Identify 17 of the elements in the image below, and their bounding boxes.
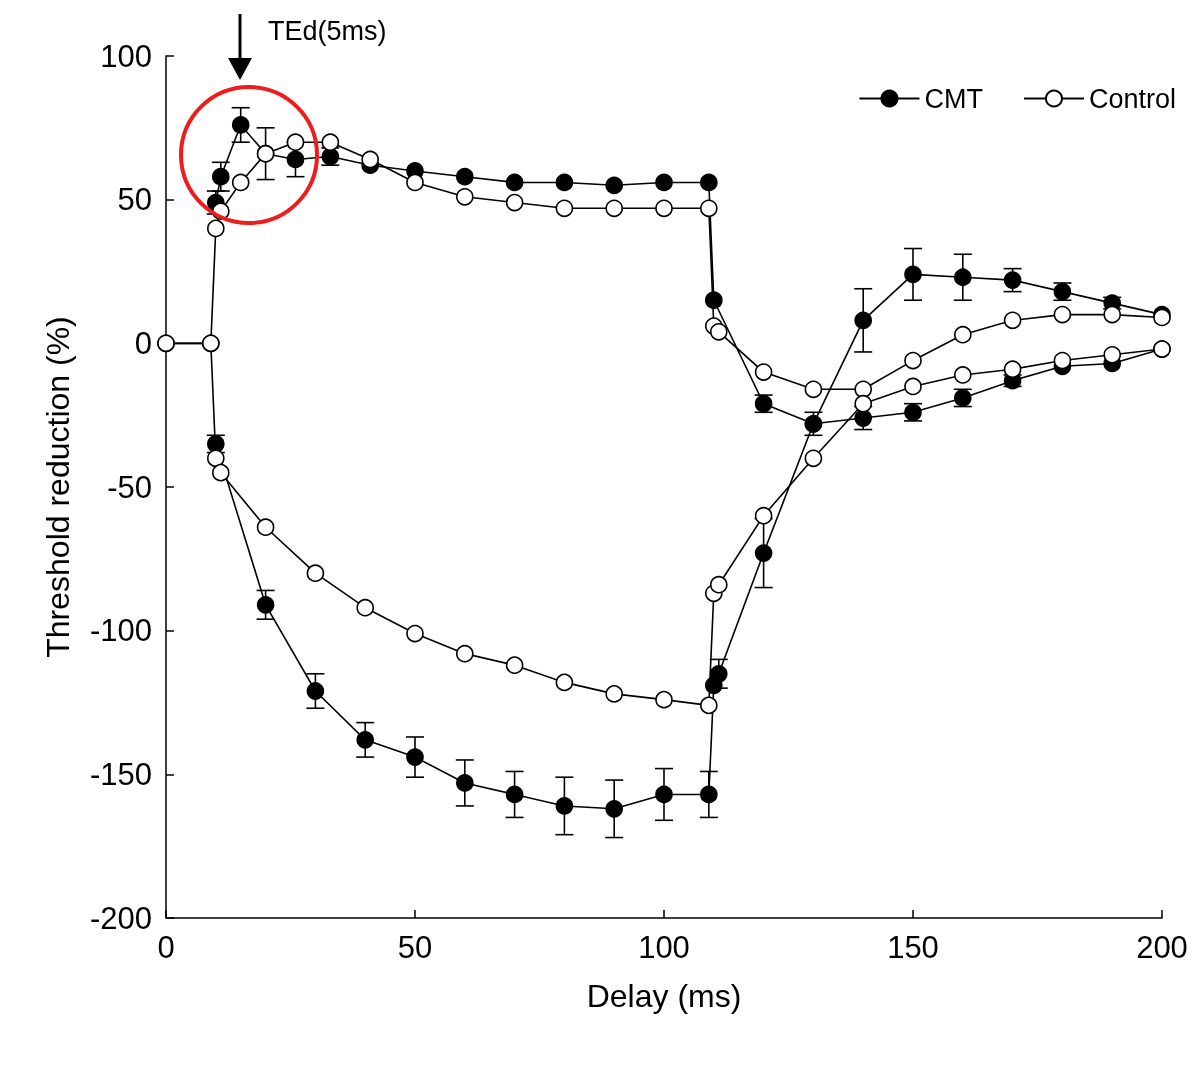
legend-label: Control	[1088, 83, 1177, 114]
y-tick-label: 0	[134, 325, 152, 361]
legend-label: CMT	[924, 83, 983, 114]
x-tick-label: 200	[1136, 930, 1188, 965]
y-tick-label: -100	[89, 613, 152, 649]
x-tick-label: 50	[397, 930, 433, 965]
x-axis-title: Delay (ms)	[586, 978, 742, 1014]
x-tick-label: 100	[638, 930, 690, 965]
y-tick-label: 100	[100, 38, 152, 74]
y-tick-label: -150	[89, 756, 152, 792]
x-tick-label: 150	[887, 930, 939, 965]
y-tick-label: 50	[117, 182, 152, 218]
text: TEd(5ms)	[268, 16, 387, 46]
y-axis-title: Threshold reduction (%)	[40, 316, 76, 658]
y-tick-label: -50	[107, 469, 152, 505]
y-tick-label: -200	[89, 900, 152, 936]
x-tick-label: 0	[157, 930, 175, 965]
